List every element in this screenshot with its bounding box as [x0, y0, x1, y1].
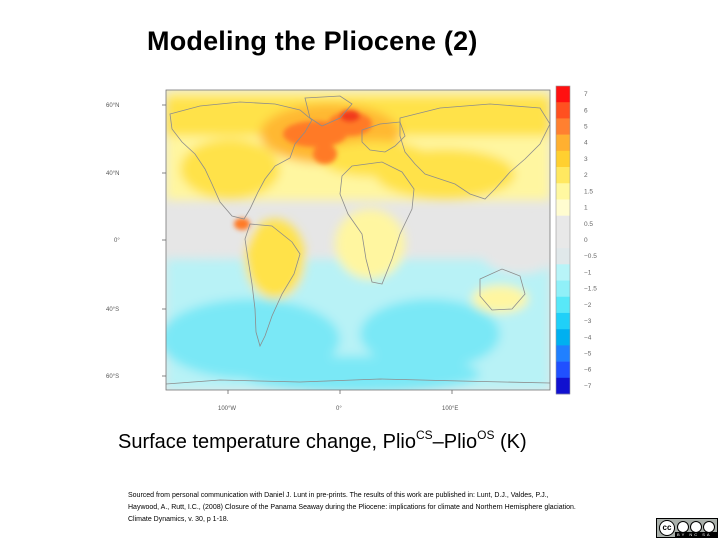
- colorbar-swatch: [556, 183, 570, 200]
- coast-south-america: [244, 223, 301, 348]
- axis-ticks: [162, 104, 453, 394]
- colorbar-label: 4: [584, 140, 588, 147]
- caption-sup-os: OS: [477, 428, 495, 442]
- colorbar-label: −3: [584, 318, 592, 325]
- coast-australia: [479, 268, 526, 311]
- caption-suffix: (K): [494, 431, 527, 453]
- colorbar-swatch: [556, 86, 570, 103]
- colorbar-swatch: [556, 280, 570, 298]
- southern-ocean-cooling: [240, 356, 480, 390]
- colorbar-label: 2: [584, 172, 588, 179]
- coast-asia: [399, 103, 550, 200]
- colorbar-label: −7: [584, 383, 592, 390]
- temperature-change-map: 60°N 40°N 0° 40°S 60°S 100°W 0° 100°E 7 6…: [100, 84, 700, 416]
- colorbar-swatch: [556, 296, 570, 314]
- east-pacific-neutral: [166, 214, 255, 254]
- source-citation: Sourced from personal communication with…: [128, 490, 648, 526]
- coast-africa: [339, 161, 415, 285]
- west-pacific-neutral: [480, 224, 550, 274]
- colorbar-label: −4: [584, 334, 592, 341]
- map-svg: 60°N 40°N 0° 40°S 60°S 100°W 0° 100°E 7 6…: [106, 85, 597, 412]
- colorbar-swatch: [556, 118, 570, 135]
- lat-label-40n: 40°N: [106, 171, 119, 177]
- map-field: [166, 90, 550, 390]
- lat-label-60n: 60°N: [106, 103, 119, 109]
- colorbar-swatch: [556, 264, 570, 281]
- australia-warming: [472, 285, 528, 313]
- coastlines: [166, 95, 550, 385]
- colorbar-label: 3: [584, 156, 588, 163]
- asia-warming: [375, 149, 515, 199]
- colorbar-label: −0.5: [584, 253, 597, 260]
- figure-caption: Surface temperature change, PlioCS–PlioO…: [118, 428, 527, 454]
- source-line-3: Climate Dynamics, v. 30, p 1-18.: [128, 516, 229, 523]
- panama-hotspot: [234, 218, 250, 230]
- lat-label-60s: 60°S: [106, 374, 119, 380]
- source-line-1: Sourced from personal communication with…: [128, 492, 549, 499]
- slide-title: Modeling the Pliocene (2): [147, 26, 478, 56]
- lat-label-40s: 40°S: [106, 307, 119, 313]
- lon-label-0: 0°: [336, 406, 342, 412]
- coast-antarctica: [166, 378, 550, 385]
- coast-europe: [361, 121, 406, 153]
- colorbar-swatch: [556, 150, 570, 168]
- colorbar-label: 0.5: [584, 221, 593, 228]
- colorbar-label: 7: [584, 91, 588, 98]
- coast-north-america: [169, 101, 313, 220]
- caption-sup-cs: CS: [415, 428, 433, 442]
- colorbar-swatch: [556, 345, 570, 362]
- south-america-warming: [245, 219, 305, 299]
- colorbar-swatch: [556, 102, 570, 119]
- colorbar-swatch: [556, 312, 570, 330]
- colorbar-swatch: [556, 199, 570, 216]
- colorbar-label: 1.5: [584, 188, 593, 195]
- caption-middle: –Plio: [432, 431, 478, 453]
- cc-license-badge[interactable]: cc BY NC SA: [656, 518, 718, 538]
- colorbar-swatch: [556, 329, 570, 346]
- north-america-warming: [180, 139, 280, 199]
- lat-label-equator: 0°: [114, 238, 120, 244]
- colorbar-swatch: [556, 248, 570, 265]
- gulf-stream-hotspot: [313, 144, 337, 164]
- colorbar-frame: [555, 85, 571, 395]
- colorbar-label: 5: [584, 124, 588, 131]
- colorbar-swatch: [556, 215, 570, 233]
- caption-prefix: Surface temperature change, Plio: [118, 431, 416, 453]
- source-line-2: Haywood, A., Rutt, I.C., (2008) Closure …: [128, 504, 576, 511]
- africa-warming: [335, 209, 405, 279]
- coast-greenland: [304, 95, 353, 127]
- colorbar-label: 0: [584, 237, 588, 244]
- colorbar-label: −2: [584, 302, 592, 309]
- nordic-seas-hotspot: [328, 112, 372, 136]
- colorbar-swatch: [556, 167, 570, 184]
- lon-label-100e: 100°E: [442, 406, 458, 412]
- colorbar-label: −1: [584, 269, 592, 276]
- south-indian-cooling: [360, 299, 500, 369]
- colorbar-swatch: [556, 231, 570, 249]
- colorbar-label: −1.5: [584, 286, 597, 293]
- lon-label-100w: 100°W: [218, 406, 236, 412]
- colorbar-swatch: [556, 377, 570, 395]
- colorbar-label: −6: [584, 367, 592, 374]
- colorbar-label: 6: [584, 107, 588, 114]
- nordic-seas-peak: [340, 110, 360, 122]
- colorbar-swatch: [556, 134, 570, 152]
- colorbar-swatch: [556, 361, 570, 379]
- license-terms: BY NC SA: [675, 532, 717, 537]
- cc-icon: cc: [659, 520, 675, 536]
- colorbar-label: 1: [584, 205, 588, 212]
- colorbar: 7 6 5 4 3 2 1.5 1 0.5 0 −0.5 −1 −1.5 −2 −3 −4 −5 −6 −7: [555, 85, 597, 395]
- colorbar-label: −5: [584, 350, 592, 357]
